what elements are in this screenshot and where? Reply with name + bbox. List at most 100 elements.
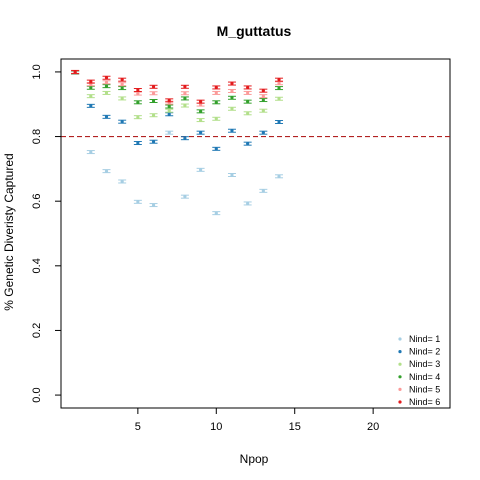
point-marker [120, 82, 124, 86]
data-point [259, 94, 268, 99]
point-marker [167, 98, 171, 102]
data-point [133, 88, 142, 93]
data-point [149, 91, 158, 96]
point-marker [167, 112, 171, 116]
y-tick-label: 0.8 [31, 129, 43, 144]
point-marker [151, 140, 156, 144]
data-point [133, 100, 142, 105]
data-point [259, 88, 268, 93]
point-marker [120, 96, 124, 101]
point-marker [230, 89, 234, 93]
data-point [102, 80, 111, 85]
point-marker [261, 98, 265, 102]
data-point [180, 103, 189, 108]
legend-marker [398, 337, 402, 341]
y-tick-label: 1.0 [31, 64, 43, 79]
data-point [180, 96, 189, 101]
point-marker [151, 113, 156, 117]
y-tick-label: 0.2 [31, 323, 43, 338]
point-marker [136, 115, 140, 119]
data-point [196, 99, 205, 104]
point-marker [151, 99, 156, 103]
data-point [102, 75, 111, 80]
legend-item: Nind= 4 [398, 372, 440, 382]
point-marker [199, 102, 203, 107]
point-marker [183, 103, 187, 108]
point-marker [214, 85, 218, 90]
point-marker [230, 81, 234, 86]
chart-title: M_guttatus [217, 23, 292, 39]
y-tick-label: 0.4 [31, 258, 43, 273]
data-point [118, 82, 127, 87]
data-point [118, 77, 127, 82]
point-marker [246, 100, 250, 104]
data-point [102, 84, 111, 89]
point-marker [151, 91, 156, 95]
data-point [275, 120, 284, 125]
data-point [227, 95, 236, 100]
data-point [275, 77, 284, 82]
point-marker [136, 88, 140, 92]
point-marker [89, 86, 93, 90]
data-point [102, 90, 111, 95]
data-point [212, 116, 221, 121]
point-marker [214, 100, 218, 104]
point-marker [136, 141, 140, 145]
point-marker [277, 86, 281, 90]
data-point [275, 96, 284, 101]
data-point [86, 79, 95, 84]
x-tick-label: 10 [210, 421, 222, 433]
data-point [102, 169, 111, 174]
data-point [133, 141, 142, 146]
data-point [86, 150, 95, 155]
point-marker [214, 211, 218, 215]
y-tick-label: 0.6 [31, 194, 43, 209]
data-point [275, 86, 284, 91]
point-marker [151, 203, 156, 207]
data-point [133, 115, 142, 120]
data-point [259, 188, 268, 193]
legend-label: Nind= 2 [409, 347, 440, 357]
legend: Nind= 1 Nind= 2 Nind= 3 Nind= 4 Nind= 5 Nind=… [398, 334, 440, 407]
legend-label: Nind= 5 [409, 384, 440, 394]
data-point [196, 167, 205, 172]
data-point [149, 203, 158, 208]
point-marker [120, 78, 124, 82]
data-point [118, 96, 127, 101]
point-marker [136, 100, 140, 104]
legend-marker [398, 387, 402, 391]
point-marker [230, 107, 234, 111]
data-point [118, 119, 127, 124]
data-point [118, 86, 127, 91]
data-point [102, 114, 111, 119]
point-marker [261, 189, 265, 193]
data-point [133, 199, 142, 204]
data-point [243, 90, 252, 95]
point-marker [104, 115, 109, 119]
data-point [227, 128, 236, 133]
point-marker [89, 80, 93, 84]
x-tick-label: 15 [289, 421, 301, 433]
point-marker [104, 91, 109, 95]
point-marker [104, 84, 109, 88]
data-point [149, 99, 158, 104]
data-point [259, 130, 268, 135]
legend-marker [398, 400, 402, 404]
legend-item: Nind= 2 [398, 347, 440, 357]
legend-label: Nind= 1 [409, 334, 440, 344]
point-marker [277, 81, 281, 85]
data-point [196, 130, 205, 135]
data-point [212, 146, 221, 151]
point-marker [167, 104, 171, 109]
legend-label: Nind= 6 [409, 397, 440, 407]
data-point [133, 91, 142, 96]
point-marker [199, 109, 203, 113]
data-point [86, 94, 95, 99]
legend-item: Nind= 6 [398, 397, 440, 407]
data-point [259, 98, 268, 103]
point-marker [89, 104, 93, 108]
x-tick-label: 5 [135, 421, 141, 433]
point-marker [246, 91, 250, 95]
